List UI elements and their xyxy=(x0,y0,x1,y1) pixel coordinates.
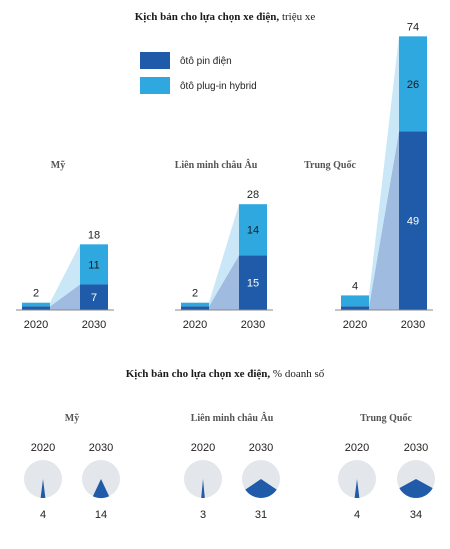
x-tick-label: 2020 xyxy=(183,319,207,331)
bar-bev-2020 xyxy=(341,306,369,310)
pie-slice xyxy=(399,479,433,498)
legend-label-phev: ôtô plug-in hybrid xyxy=(180,81,257,92)
bar-total-label: 18 xyxy=(88,229,100,241)
pie-year-label: 2030 xyxy=(249,442,273,454)
bar-bev-2020 xyxy=(181,306,209,310)
pie-chart-title: Kịch bản cho lựa chọn xe điện, % doanh s… xyxy=(0,368,450,380)
connector-area-phev xyxy=(50,244,80,307)
group-label: Trung Quốc xyxy=(304,160,356,171)
pie-slice xyxy=(92,479,110,498)
group-label: Mỹ xyxy=(51,160,65,171)
pie-group-label: Trung Quốc xyxy=(360,413,412,424)
bar-bev-2030 xyxy=(239,255,267,310)
bar-bev-2020 xyxy=(22,306,50,310)
x-tick-label: 2030 xyxy=(401,319,425,331)
pie-slice xyxy=(245,479,277,498)
legend-label-bev: ôtô pin điện xyxy=(180,56,232,67)
pie-year-label: 2030 xyxy=(89,442,113,454)
bar-segment-label-phev: 14 xyxy=(247,225,259,237)
bar-segment-label-phev: 26 xyxy=(407,79,419,91)
pie-value-label: 31 xyxy=(255,509,267,521)
connector-area-phev xyxy=(369,36,399,307)
connector-area-bev xyxy=(50,284,80,310)
group-label: Liên minh châu Âu xyxy=(175,159,258,171)
pie-year-label: 2020 xyxy=(345,442,369,454)
bar-segment-label-bev: 49 xyxy=(407,216,419,228)
bar-phev-2020 xyxy=(22,302,50,307)
bar-segment-label-bev: 15 xyxy=(247,278,259,290)
bar-phev-2030 xyxy=(399,36,427,132)
pie-value-label: 4 xyxy=(40,509,46,521)
bar-chart-title: Kịch bản cho lựa chọn xe điện, triệu xe xyxy=(0,11,450,23)
bar-total-label: 28 xyxy=(247,189,259,201)
x-tick-label: 2020 xyxy=(343,319,367,331)
bar-bev-2030 xyxy=(399,131,427,310)
x-tick-label: 2030 xyxy=(241,319,265,331)
bar-total-label: 4 xyxy=(352,280,358,292)
pie-slice xyxy=(201,479,205,499)
pie-value-label: 34 xyxy=(410,509,422,521)
x-tick-label: 2020 xyxy=(24,319,48,331)
bar-segment-label-phev: 11 xyxy=(88,259,99,271)
pie-slice xyxy=(40,479,46,498)
bar-phev-2020 xyxy=(181,302,209,307)
bar-segment-label-bev: 7 xyxy=(91,292,97,304)
pie-year-label: 2030 xyxy=(404,442,428,454)
bar-total-label: 2 xyxy=(33,288,39,300)
connector-area-bev xyxy=(209,255,239,310)
pie-chart-title-bold: Kịch bản cho lựa chọn xe điện, xyxy=(125,368,271,380)
pie-year-label: 2020 xyxy=(191,442,215,454)
bar-phev-2030 xyxy=(239,204,267,256)
bar-chart-title-bold: Kịch bản cho lựa chọn xe điện, xyxy=(134,11,280,23)
bar-total-label: 2 xyxy=(192,288,198,300)
legend-swatch-bev xyxy=(140,52,170,69)
pie-value-label: 3 xyxy=(200,509,206,521)
bar-phev-2020 xyxy=(341,295,369,307)
pie-group-label: Liên minh châu Âu xyxy=(191,412,274,424)
legend-swatch-phev xyxy=(140,77,170,94)
bar-phev-2030 xyxy=(80,244,108,285)
bar-bev-2030 xyxy=(80,284,108,310)
pie-slice xyxy=(354,479,360,498)
x-tick-label: 2030 xyxy=(82,319,106,331)
pie-year-label: 2020 xyxy=(31,442,55,454)
pie-chart-title-unit: % doanh số xyxy=(272,368,325,380)
bar-total-label: 74 xyxy=(407,21,419,33)
bar-chart-title-unit: triệu xe xyxy=(281,11,316,23)
connector-area-bev xyxy=(369,131,399,310)
connector-area-phev xyxy=(209,204,239,307)
pie-group-label: Mỹ xyxy=(65,413,79,424)
pie-value-label: 14 xyxy=(95,509,107,521)
pie-value-label: 4 xyxy=(354,509,360,521)
